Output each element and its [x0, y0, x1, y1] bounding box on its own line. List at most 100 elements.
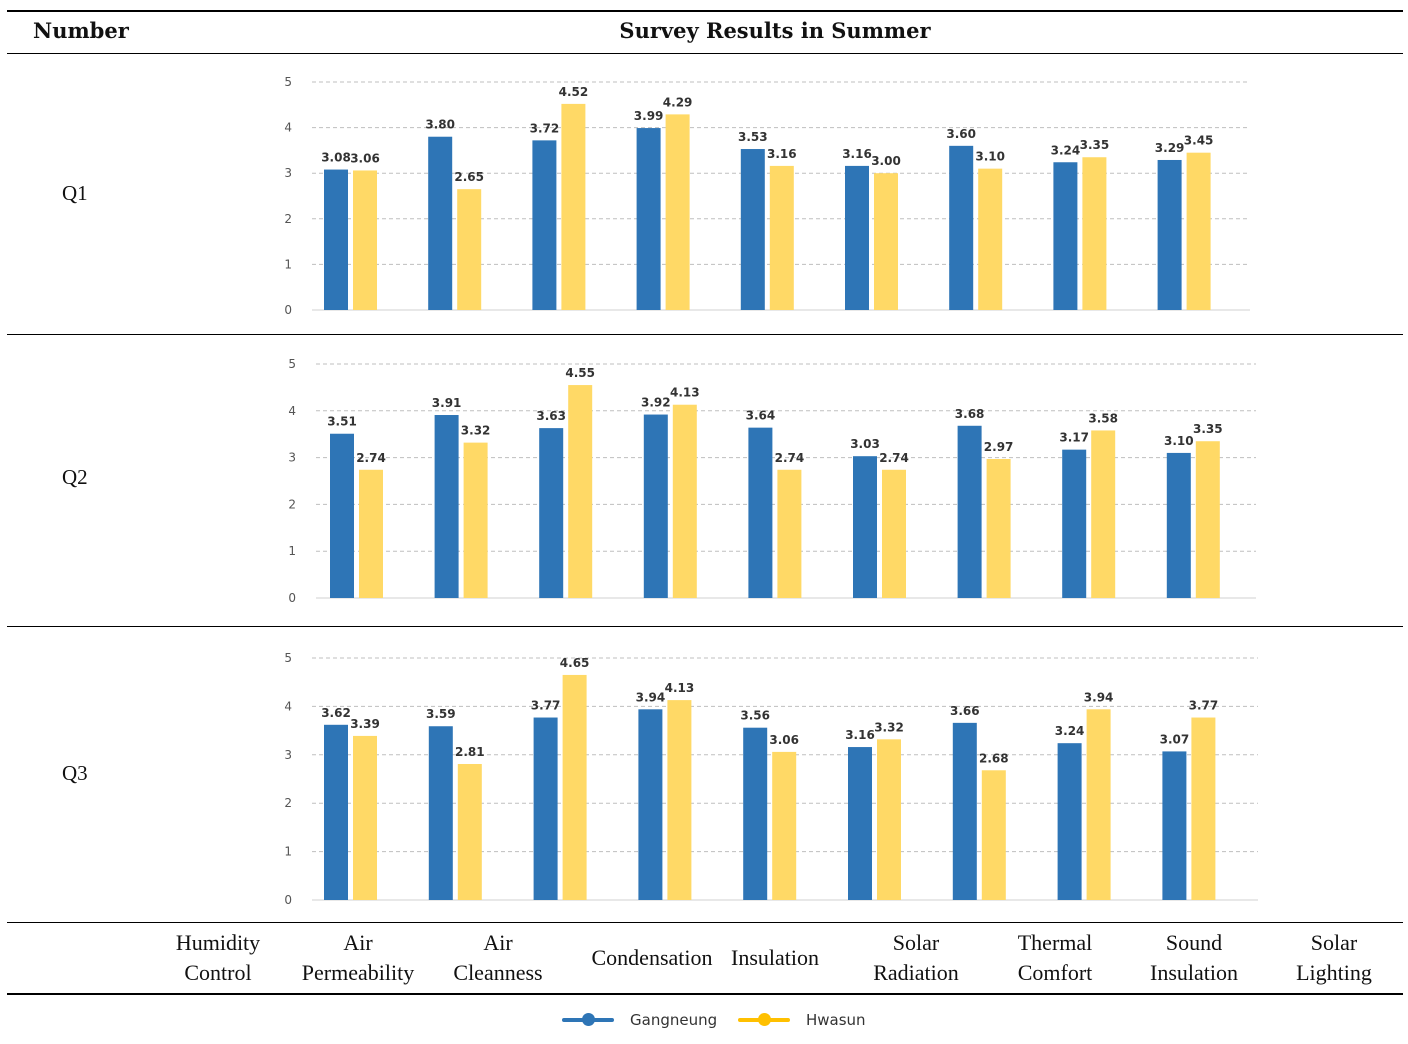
q1-value-label-gangneung-6: 3.60 — [946, 127, 976, 141]
q3-bar-hwasun-0 — [353, 735, 377, 900]
q1-bar-gangneung-1 — [428, 136, 453, 310]
category-label-solar-lighting: Solar Lighting — [1254, 928, 1408, 988]
table-top-rule — [7, 10, 1403, 12]
row-label-q3: Q3 — [62, 761, 88, 785]
q2-y-tick-label: 5 — [288, 357, 296, 371]
chart-q2: 0 1 2 3 4 5 3.51 3.91 3.63 3.92 3.64 3.03 3.68 3.17 3.… — [0, 340, 1408, 620]
q3-bar-gangneung-1 — [428, 726, 453, 900]
q3-value-label-gangneung-6: 3.66 — [950, 704, 980, 718]
q3-y-tick-label: 4 — [284, 699, 292, 713]
header-number: Number — [33, 18, 129, 43]
q3-bar-gangneung-7 — [1057, 743, 1082, 900]
category-label-line: Control — [184, 960, 252, 985]
q2-value-label-hwasun-6: 2.97 — [984, 440, 1014, 454]
q2-value-label-gangneung-0: 3.51 — [327, 415, 357, 429]
q1-bar-hwasun-1 — [457, 189, 482, 310]
q3-bar-hwasun-8 — [1191, 717, 1216, 900]
q1-value-label-hwasun-6: 3.10 — [975, 150, 1005, 164]
q3-bar-gangneung-2 — [533, 717, 558, 900]
q2-bar-hwasun-6 — [986, 459, 1011, 598]
category-label-line: Solar — [892, 930, 940, 955]
q2-value-label-hwasun-4: 2.74 — [775, 451, 805, 465]
q3-value-label-gangneung-1: 3.59 — [426, 707, 456, 721]
q2-bar-hwasun-5 — [882, 469, 906, 598]
category-label-line: Lighting — [1296, 960, 1372, 985]
q3-bar-gangneung-6 — [952, 722, 977, 900]
header-bottom-rule — [7, 53, 1403, 54]
q1-value-label-gangneung-0: 3.08 — [321, 151, 351, 165]
category-label-air-permeability: Air Permeability — [278, 928, 438, 988]
bar-chart-q3: 0 1 2 3 4 5 3.62 3.59 3.77 3.94 3.56 3.16 3.66 3.24 3.… — [284, 651, 1258, 907]
q3-bar-hwasun-7 — [1086, 709, 1111, 900]
q3-bar-hwasun-2 — [562, 674, 587, 900]
q2-value-label-hwasun-2: 4.55 — [565, 366, 595, 380]
legend-marker-gangneung — [582, 1013, 595, 1026]
q3-value-label-hwasun-7: 3.94 — [1084, 690, 1114, 704]
q2-y-tick-label: 4 — [288, 404, 296, 418]
q1-y-tick-label: 4 — [284, 121, 292, 135]
q2-bar-gangneung-8 — [1166, 452, 1191, 598]
q2-value-label-hwasun-1: 3.32 — [461, 424, 491, 438]
q3-bar-gangneung-8 — [1162, 751, 1187, 900]
chart-legend: Gangneung Hwasun — [0, 1004, 1408, 1036]
q1-value-label-gangneung-2: 3.72 — [530, 121, 560, 135]
q2-bar-hwasun-7 — [1091, 430, 1116, 598]
q3-y-tick-label: 1 — [284, 845, 292, 859]
q1-value-label-hwasun-5: 3.00 — [871, 154, 901, 168]
q1-bar-gangneung-5 — [845, 165, 869, 310]
row-divider-q3 — [7, 922, 1403, 923]
q1-value-label-hwasun-2: 4.52 — [559, 85, 589, 99]
q2-y-tick-label: 3 — [288, 451, 296, 465]
q1-bar-gangneung-6 — [949, 145, 974, 310]
q2-value-label-gangneung-4: 3.64 — [746, 409, 776, 423]
q1-y-tick-label: 0 — [284, 303, 292, 317]
q2-bar-gangneung-6 — [957, 425, 982, 598]
q3-value-label-hwasun-2: 4.65 — [560, 656, 590, 670]
category-label-line: Sound — [1165, 930, 1223, 955]
q2-bar-hwasun-2 — [568, 385, 593, 598]
q3-bar-hwasun-3 — [667, 700, 692, 900]
q3-bar-gangneung-5 — [848, 747, 872, 900]
q2-value-label-gangneung-3: 3.92 — [641, 396, 671, 410]
q2-bar-gangneung-5 — [853, 456, 877, 598]
q3-value-label-hwasun-8: 3.77 — [1189, 699, 1219, 713]
q1-value-label-hwasun-4: 3.16 — [767, 147, 797, 161]
q3-value-label-gangneung-8: 3.07 — [1160, 732, 1190, 746]
q2-value-label-gangneung-5: 3.03 — [850, 437, 880, 451]
q3-value-label-gangneung-5: 3.16 — [845, 728, 875, 742]
q3-value-label-hwasun-0: 3.39 — [350, 717, 380, 731]
q2-value-label-gangneung-2: 3.63 — [536, 409, 566, 423]
q3-y-tick-label: 3 — [284, 748, 292, 762]
category-label-solar-radiation: Solar Radiation — [836, 928, 996, 988]
q1-bar-gangneung-4 — [740, 149, 765, 310]
q1-bar-gangneung-3 — [636, 128, 661, 310]
q3-value-label-hwasun-3: 4.13 — [665, 681, 695, 695]
q2-value-label-gangneung-6: 3.68 — [955, 407, 985, 421]
q3-bar-gangneung-4 — [743, 727, 768, 900]
q2-y-tick-label: 0 — [288, 591, 296, 605]
category-label-line: Comfort — [1017, 960, 1093, 985]
q2-bar-gangneung-2 — [539, 428, 564, 598]
category-label-condensation: Condensation — [572, 943, 732, 973]
q1-value-label-gangneung-5: 3.16 — [842, 147, 872, 161]
bar-chart-q2: 0 1 2 3 4 5 3.51 3.91 3.63 3.92 3.64 3.03 3.68 3.17 3.… — [288, 357, 1256, 605]
q3-value-label-gangneung-2: 3.77 — [531, 699, 561, 713]
q1-bar-hwasun-5 — [874, 173, 898, 310]
legend-label-gangneung: Gangneung — [630, 1011, 718, 1029]
q1-y-tick-label: 3 — [284, 166, 292, 180]
category-label-line: Radiation — [873, 960, 959, 985]
q3-bar-hwasun-5 — [877, 739, 901, 900]
q3-bar-hwasun-4 — [772, 751, 797, 900]
q1-value-label-hwasun-7: 3.35 — [1080, 138, 1110, 152]
row-divider-q1 — [7, 334, 1403, 335]
q2-bar-gangneung-4 — [748, 427, 773, 598]
category-label-line: Humidity — [175, 930, 261, 955]
q1-bar-hwasun-8 — [1186, 152, 1211, 310]
q1-value-label-hwasun-0: 3.06 — [350, 151, 380, 165]
q3-bar-hwasun-1 — [457, 763, 482, 900]
legend-label-hwasun: Hwasun — [806, 1011, 866, 1029]
q1-bar-gangneung-2 — [532, 140, 557, 310]
legend-swatch-gangneung — [562, 1013, 614, 1026]
q2-bar-hwasun-1 — [463, 442, 488, 598]
q1-value-label-hwasun-3: 4.29 — [663, 95, 693, 109]
